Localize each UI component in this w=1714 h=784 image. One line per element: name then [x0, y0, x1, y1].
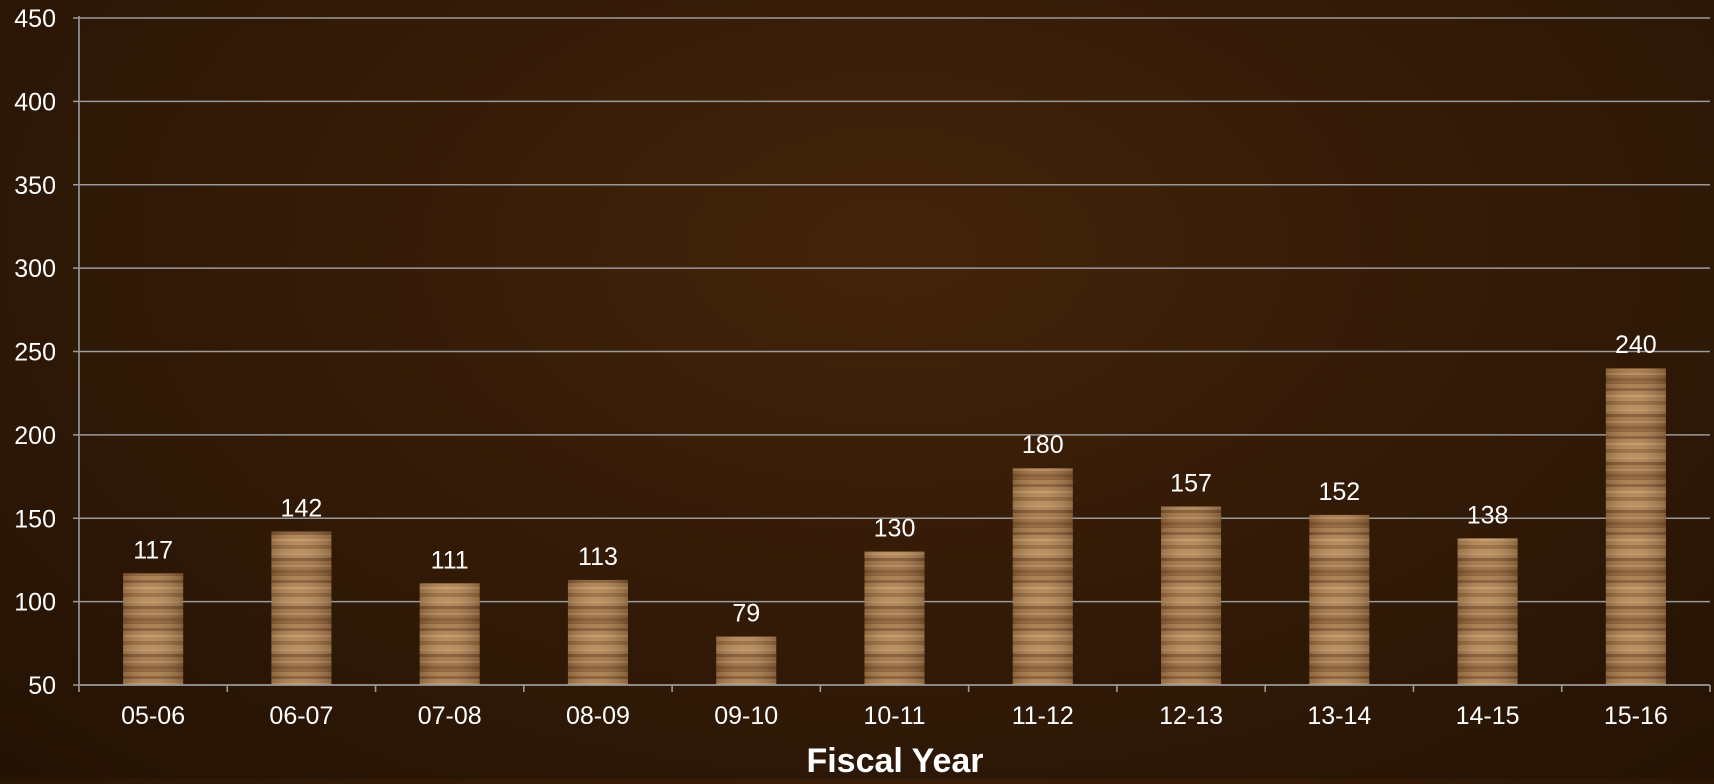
data-label: 180 [1022, 431, 1064, 459]
bar-shading [1012, 468, 1073, 685]
bar-shading [716, 636, 777, 685]
data-label: 117 [133, 536, 173, 564]
x-tick-label: 12-13 [1159, 702, 1223, 730]
bar-shading [1161, 506, 1222, 685]
data-label: 142 [281, 495, 323, 523]
y-tick-label: 100 [14, 589, 56, 617]
x-tick-label: 15-16 [1604, 702, 1668, 730]
bar-shading [567, 579, 628, 685]
bar-shading [864, 551, 925, 685]
x-tick-label: 05-06 [121, 702, 185, 730]
data-label: 138 [1467, 501, 1509, 529]
x-axis-title: Fiscal Year [806, 742, 983, 779]
y-tick-label: 350 [14, 172, 56, 200]
x-tick-label: 10-11 [863, 702, 925, 730]
x-tick-label: 06-07 [269, 702, 333, 730]
bar-shading [123, 573, 184, 685]
y-tick-label: 200 [14, 422, 56, 450]
x-tick-label: 09-10 [714, 702, 778, 730]
bar-shading [1457, 538, 1518, 685]
x-tick-label: 13-14 [1307, 702, 1371, 730]
y-tick-label: 250 [14, 339, 56, 367]
bar-shading [1309, 514, 1370, 685]
data-label: 240 [1615, 331, 1657, 359]
data-label: 111 [431, 546, 469, 574]
data-label: 157 [1170, 470, 1212, 498]
y-tick-label: 450 [14, 5, 56, 33]
x-tick-label: 08-09 [566, 702, 630, 730]
y-tick-label: 50 [28, 672, 56, 700]
y-tick-label: 400 [14, 88, 56, 116]
y-tick-label: 300 [14, 255, 56, 283]
y-tick-label: 150 [14, 505, 56, 533]
data-label: 79 [732, 600, 760, 628]
x-tick-label: 11-12 [1012, 702, 1074, 730]
x-tick-label: 14-15 [1456, 702, 1520, 730]
x-tick-label: 07-08 [418, 702, 482, 730]
bar-shading [271, 531, 332, 685]
bar-shading [419, 583, 480, 685]
data-label: 113 [578, 543, 618, 571]
data-label: 152 [1318, 478, 1360, 506]
bar-shading [1605, 368, 1666, 685]
data-label: 130 [874, 515, 916, 543]
